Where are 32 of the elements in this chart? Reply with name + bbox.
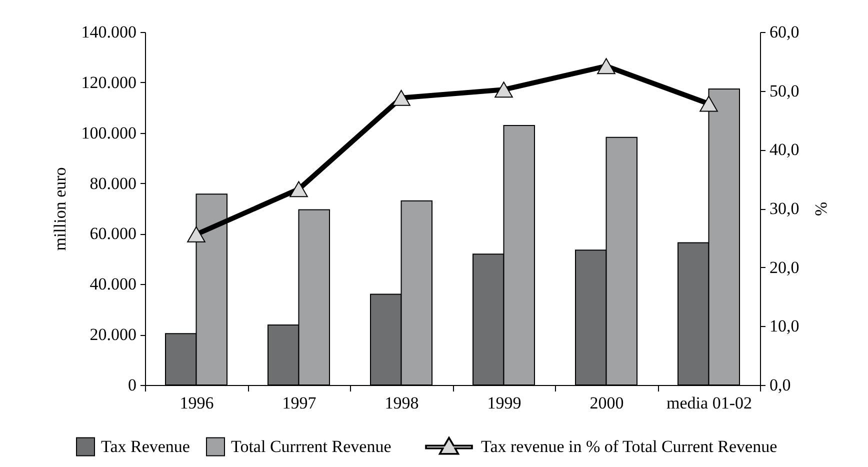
y-tick-label: 40.000 <box>90 274 136 294</box>
y-tick-label: 120.000 <box>81 72 136 92</box>
x-tick-label: 1996 <box>180 394 214 412</box>
point <box>290 181 308 198</box>
x-tick-label: 1998 <box>384 394 419 412</box>
point <box>700 96 718 112</box>
legend-label: Total Currrent Revenue <box>231 436 392 456</box>
y-tick-label: 140.000 <box>81 22 136 42</box>
legend-label: Tax revenue in % of Total Current Revenue <box>481 437 778 456</box>
x-tick-label: 1997 <box>282 394 317 412</box>
y2-tick-label: 0,0 <box>770 376 791 394</box>
y2-tick-label: 10,0 <box>770 316 800 336</box>
y2-tick-label: 60,0 <box>770 22 800 42</box>
x-tick-label: 1999 <box>487 394 522 412</box>
y-tick-label: 60.000 <box>90 224 136 244</box>
x-tick-label: 2000 <box>590 394 624 412</box>
y2-tick-label: 50,0 <box>770 81 800 100</box>
y-tick-label: 100.000 <box>81 123 136 142</box>
y2-tick-label: 40,0 <box>770 140 800 160</box>
y-axis-title: million euro <box>50 167 70 251</box>
point <box>597 58 616 74</box>
legend-label: Tax Revenue <box>101 436 190 456</box>
point <box>494 82 513 98</box>
y2-tick-label: 30,0 <box>770 199 800 218</box>
y-tick-label: 20.000 <box>90 325 136 344</box>
y-tick-label: 0 <box>128 376 136 394</box>
x-tick-label: media 01-02 <box>666 394 752 412</box>
y2-axis-title: % <box>811 202 830 216</box>
point <box>187 226 206 242</box>
y-tick-label: 80.000 <box>90 174 136 193</box>
point <box>392 90 410 106</box>
y2-tick-label: 20,0 <box>770 258 800 277</box>
